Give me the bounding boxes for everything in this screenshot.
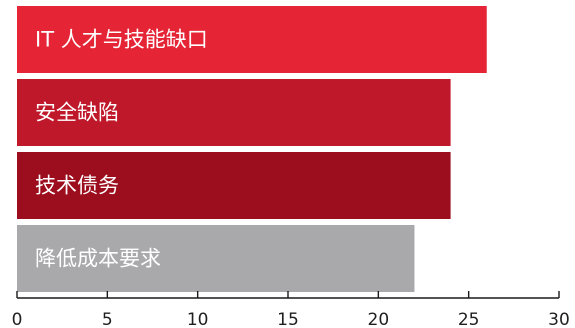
bar-label-2: 安全缺陷 [35, 101, 119, 125]
bar-label-3: 技术债务 [35, 174, 119, 198]
x-tick-label-20: 20 [368, 310, 390, 328]
bar-3 [17, 152, 451, 219]
bars-layer [17, 6, 487, 292]
bar-1 [17, 6, 487, 73]
bar-label-4: 降低成本要求 [35, 247, 161, 271]
x-tick-label-5: 5 [102, 310, 113, 328]
x-tick-label-10: 10 [187, 310, 209, 328]
bar-2 [17, 79, 451, 146]
x-tick-label-0: 0 [12, 310, 23, 328]
bar-4 [17, 225, 415, 292]
x-axis: 0 5 10 15 20 25 30 [12, 291, 570, 328]
x-tick-label-25: 25 [458, 310, 480, 328]
bar-label-1: IT 人才与技能缺口 [35, 28, 208, 52]
x-tick-label-30: 30 [548, 310, 570, 328]
x-tick-label-15: 15 [277, 310, 299, 328]
